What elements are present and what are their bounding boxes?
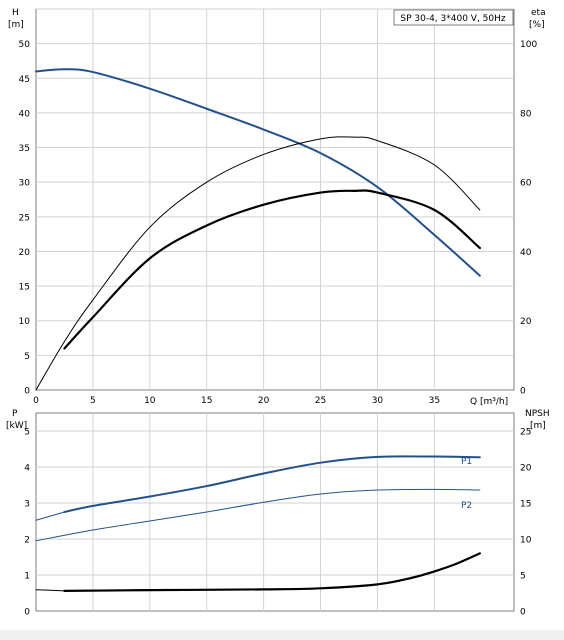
bottom-left-tick-0: 0 (24, 608, 30, 618)
head-axis-unit: [m] (8, 20, 24, 30)
bottom-series-npsh-ext-line (35, 589, 65, 592)
bottom-plot-frame (35, 412, 515, 612)
bottom-left-tick-4: 4 (24, 464, 30, 474)
top-left-tick-10: 10 (19, 317, 31, 327)
bottom-right-tick-0: 0 (520, 608, 526, 618)
top-left-tick-15: 15 (19, 283, 30, 293)
bottom-series-p1-line (63, 455, 481, 513)
top-left-tick-25: 25 (19, 213, 30, 223)
top-left-tick-30: 30 (19, 179, 31, 189)
flow-axis-label: Q [m³/h] (470, 397, 508, 407)
p1-series-label: P1 (461, 457, 472, 467)
bottom-right-tick-20: 20 (520, 464, 532, 474)
bottom-left-tick-5: 5 (24, 428, 30, 438)
top-x-tick-5: 5 (90, 396, 96, 406)
top-right-tick-100: 100 (520, 40, 537, 50)
top-left-tick-40: 40 (19, 109, 31, 119)
power-axis-unit: [kW] (6, 421, 27, 431)
top-right-tick-40: 40 (520, 248, 532, 258)
top-tick-labels: 0 5 10 15 20 25 30 35 0 5 10 15 20 25 30 35 40 45 50 0 20 40 6… (19, 40, 538, 406)
info-box-text: SP 30-4, 3*400 V, 50Hz (400, 14, 506, 24)
top-grid (36, 8, 514, 390)
bottom-series-group (35, 455, 481, 592)
top-x-tick-20: 20 (258, 396, 270, 406)
top-x-tick-0: 0 (33, 396, 39, 406)
footer-strip (0, 630, 564, 640)
npsh-axis-unit: [m] (530, 421, 546, 431)
top-series-h-line (35, 68, 481, 277)
bottom-right-tick-5: 5 (520, 572, 526, 582)
power-axis-label: P (12, 409, 18, 419)
bottom-series-npsh-line (63, 552, 481, 592)
head-axis-label: H (12, 8, 19, 18)
top-series-eta-line (35, 136, 481, 391)
bottom-tick-labels: 0 1 2 3 4 5 0 5 10 15 20 25 (24, 428, 531, 618)
top-series-group (35, 68, 481, 391)
top-x-tick-30: 30 (372, 396, 384, 406)
bottom-left-tick-1: 1 (24, 572, 30, 582)
top-x-tick-15: 15 (201, 396, 212, 406)
p2-series-label: P2 (461, 501, 472, 511)
power-npsh-panel: 0 1 2 3 4 5 0 5 10 15 20 25 P [kW] NPSH [m] P1 P2 (6, 409, 550, 618)
top-left-tick-5: 5 (24, 352, 30, 362)
top-left-tick-45: 45 (19, 75, 30, 85)
top-left-tick-50: 50 (19, 40, 31, 50)
top-right-tick-60: 60 (520, 179, 532, 189)
bottom-grid (36, 413, 514, 611)
bottom-left-tick-3: 3 (24, 500, 30, 510)
bottom-left-tick-2: 2 (24, 536, 30, 546)
top-left-tick-35: 35 (19, 144, 30, 154)
eta-axis-unit: [%] (529, 20, 545, 30)
info-box (393, 9, 514, 26)
bottom-right-tick-15: 15 (520, 500, 531, 510)
npsh-axis-label: NPSH (525, 409, 550, 419)
bottom-right-tick-10: 10 (520, 536, 532, 546)
bottom-right-tick-25: 25 (520, 428, 531, 438)
top-left-tick-20: 20 (19, 248, 31, 258)
top-x-tick-25: 25 (315, 396, 326, 406)
top-series-eta-lower-line (63, 189, 481, 350)
eta-axis-label: eta (531, 8, 546, 18)
top-left-tick-0: 0 (24, 387, 30, 397)
top-right-tick-20: 20 (520, 317, 532, 327)
top-x-tick-35: 35 (429, 396, 440, 406)
head-efficiency-panel: 0 5 10 15 20 25 30 35 0 5 10 15 20 25 30 35 40 45 50 0 20 40 6… (8, 8, 546, 407)
top-x-tick-10: 10 (144, 396, 156, 406)
top-plot-frame (35, 8, 515, 391)
top-right-tick-80: 80 (520, 109, 532, 119)
bottom-series-p2-line (35, 488, 481, 542)
top-right-tick-0: 0 (520, 387, 526, 397)
bottom-series-p1-ext-line (35, 511, 65, 521)
